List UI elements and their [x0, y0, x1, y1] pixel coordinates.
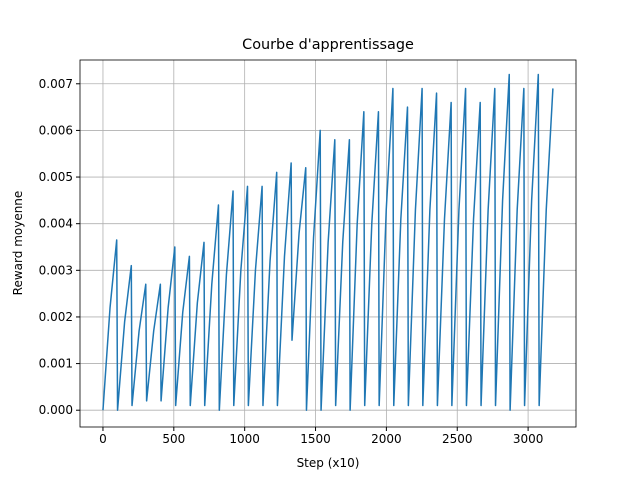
x-tick-label: 3000 — [513, 432, 544, 446]
y-tick-label: 0.002 — [39, 310, 73, 324]
x-axis-label: Step (x10) — [297, 456, 360, 470]
plot-frame — [79, 59, 577, 428]
y-axis-label: Reward moyenne — [11, 191, 25, 296]
x-tick-label: 0 — [99, 432, 107, 446]
y-tick-label: 0.006 — [39, 123, 73, 137]
y-tick-label: 0.007 — [39, 77, 73, 91]
x-tick-label: 2500 — [442, 432, 473, 446]
y-tick-label: 0.004 — [39, 217, 73, 231]
x-tick-label: 1500 — [300, 432, 331, 446]
x-tick-label: 2000 — [371, 432, 402, 446]
x-tick-label: 500 — [162, 432, 185, 446]
y-tick-label: 0.000 — [39, 403, 73, 417]
y-tick-label: 0.003 — [39, 263, 73, 277]
chart-title: Courbe d'apprentissage — [242, 37, 414, 53]
line-series — [102, 73, 554, 411]
y-tick-label: 0.005 — [39, 170, 73, 184]
x-tick-label: 1000 — [229, 432, 260, 446]
y-tick-label: 0.001 — [39, 357, 73, 371]
